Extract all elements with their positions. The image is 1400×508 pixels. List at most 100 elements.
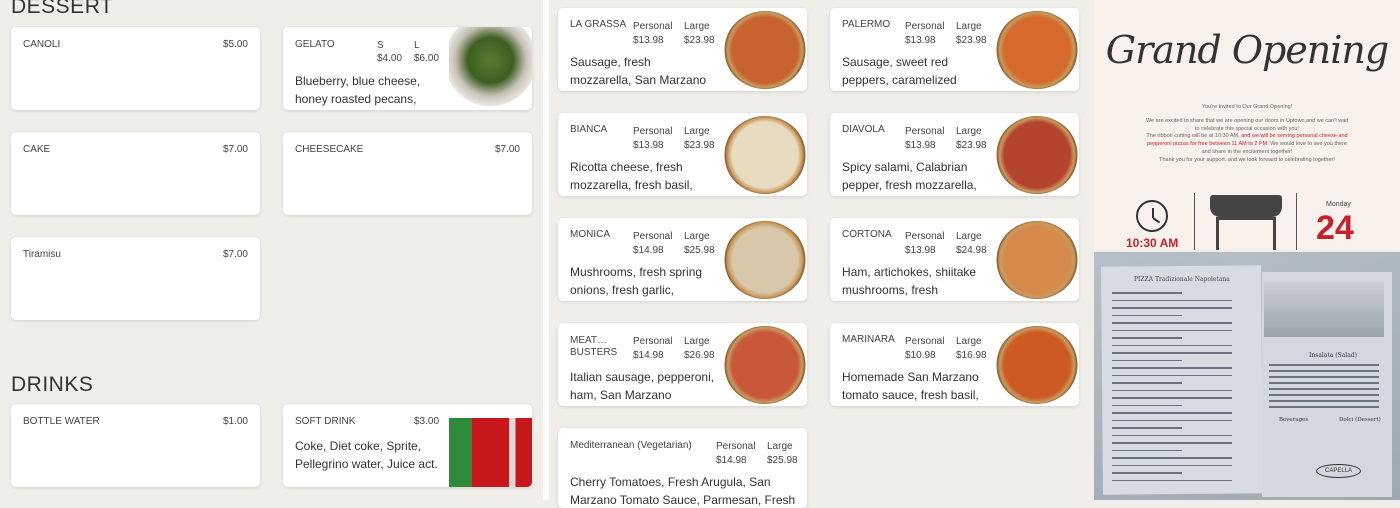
- pizza-description: Cherry Tomatoes, Fresh Arugula, San Marz…: [570, 475, 796, 507]
- pizza-name: MONICA: [570, 229, 610, 240]
- poster-body: Thank you for your support, and we look …: [1159, 156, 1335, 163]
- price-large: $23.98: [684, 35, 715, 46]
- price-large: $26.98: [684, 350, 715, 361]
- item-name: Tiramisu: [23, 249, 61, 260]
- pizza-card-mediterranean[interactable]: Mediterranean (Vegetarian) Personal Large $…: [558, 428, 807, 508]
- pizza-image: [724, 326, 806, 404]
- item-name: CHEESECAKE: [295, 144, 364, 155]
- menu-text-line: [1112, 464, 1232, 466]
- size-label-large: Large: [956, 21, 982, 32]
- pizza-name: Mediterranean (Vegetarian): [570, 440, 692, 451]
- pizza-card[interactable]: MARINARA Personal Large $10.98 $16.98 Homemad…: [830, 323, 1079, 406]
- poster-body: We would love to see you there and share…: [1201, 141, 1347, 155]
- price-personal: $14.98: [633, 245, 664, 256]
- menu-text-line: [1112, 329, 1232, 331]
- pizza-description: Spicy salami, Calabrian pepper, fresh mo…: [842, 160, 977, 192]
- menu-text-line: [1112, 404, 1182, 406]
- price-large: $16.98: [956, 350, 987, 361]
- menu-text-line: [1269, 388, 1379, 390]
- menu-photo-section: Dolci (Dessert): [1339, 417, 1381, 423]
- pizza-card[interactable]: BIANCA Personal Large $13.98 $23.98 Ricotta c…: [558, 113, 807, 196]
- pizza-image: [996, 326, 1078, 404]
- menu-text-line: [1112, 337, 1182, 339]
- sketch-illustration: [1264, 282, 1384, 337]
- pizza-image: [724, 221, 806, 299]
- pizza-image: [996, 11, 1078, 89]
- item-description: Blueberry, blue cheese, honey roasted pe…: [295, 74, 421, 106]
- pizza-image: [724, 116, 806, 194]
- size-label-personal: Personal: [716, 441, 756, 452]
- item-name: SOFT DRINK: [295, 416, 356, 427]
- menu-photo-section: Insalata (Salad): [1309, 352, 1357, 359]
- soda-cans-image: [449, 418, 532, 487]
- item-price: $1.00: [222, 416, 248, 427]
- menu-text-line: [1112, 367, 1232, 369]
- price-personal: $13.98: [633, 140, 664, 151]
- column-divider: [543, 0, 549, 500]
- size-label-large: Large: [767, 441, 793, 452]
- menu-item-card[interactable]: CANOLI $5.00: [11, 27, 260, 110]
- menu-text-line: [1112, 419, 1232, 421]
- pizza-name: MEAT… BUSTERS: [570, 335, 618, 358]
- item-name: BOTTLE WATER: [23, 416, 100, 427]
- poster-date: 24: [1316, 209, 1354, 247]
- size-label-large: Large: [684, 126, 710, 137]
- price-personal: $13.98: [633, 35, 664, 46]
- storefront-icon: [1210, 195, 1282, 250]
- pizza-description: Sausage, fresh mozzarella, San Marzano s…: [570, 55, 707, 87]
- menu-item-card[interactable]: SOFT DRINK $3.00 Coke, Diet coke, Sprite, …: [283, 404, 532, 487]
- menu-item-card[interactable]: CHEESECAKE $7.00: [283, 132, 532, 215]
- poster-time: 10:30 AM: [1126, 236, 1179, 250]
- menu-text-line: [1112, 472, 1182, 474]
- size-label-large: Large: [956, 126, 982, 137]
- price-personal: $14.98: [633, 350, 664, 361]
- price-personal: $13.98: [905, 140, 936, 151]
- grand-opening-poster[interactable]: Grand Opening You're Invited to Our Gran…: [1094, 0, 1400, 250]
- size-label-large: Large: [956, 231, 982, 242]
- price-personal: $13.98: [905, 35, 936, 46]
- size-label-large: Large: [956, 336, 982, 347]
- item-description: Coke, Diet coke, Sprite, Pellegrino wate…: [295, 439, 438, 471]
- size-label: L: [414, 40, 420, 51]
- menu-photo-title: PIZZA Tradizionale Napoletana: [1134, 276, 1230, 283]
- pizza-card[interactable]: LA GRASSA Personal Large $13.98 $23.98 Sausag…: [558, 8, 807, 91]
- menu-item-card[interactable]: CAKE $7.00: [11, 132, 260, 215]
- pizza-card[interactable]: MONICA Personal Large $14.98 $25.98 Mushrooms…: [558, 218, 807, 301]
- pizza-description: Italian sausage, pepperoni, ham, San Mar…: [570, 370, 715, 402]
- menu-text-line: [1112, 434, 1232, 436]
- poster-highlight: and we will be serving personal cheese a…: [1147, 133, 1348, 148]
- menu-item-card[interactable]: Tiramisu $7.00: [11, 237, 260, 320]
- size-label-large: Large: [684, 21, 710, 32]
- pizza-name: LA GRASSA: [570, 19, 627, 30]
- pizza-image: [996, 221, 1078, 299]
- menu-text-line: [1269, 400, 1379, 402]
- menu-text-line: [1112, 299, 1232, 301]
- item-price: $7.00: [494, 144, 520, 155]
- menu-text-line: [1269, 406, 1379, 408]
- pizza-card[interactable]: CORTONA Personal Large $13.98 $24.98 Ham, art…: [830, 218, 1079, 301]
- poster-title: Grand Opening: [1105, 28, 1389, 72]
- menu-item-card[interactable]: BOTTLE WATER $1.00: [11, 404, 260, 487]
- item-name: CANOLI: [23, 39, 61, 50]
- price-personal: $10.98: [905, 350, 936, 361]
- pizza-card[interactable]: MEAT… BUSTERS Personal Large $14.98 $26.98 It…: [558, 323, 807, 406]
- item-price: $5.00: [222, 39, 248, 50]
- pizza-description: Ricotta cheese, fresh mozzarella, fresh …: [570, 160, 693, 192]
- menu-text-line: [1269, 364, 1379, 366]
- printed-menu-photo[interactable]: PIZZA Tradizionale Napoletana Insalata (…: [1094, 252, 1400, 500]
- menu-text-line: [1269, 394, 1379, 396]
- pizza-description: Sausage, sweet red peppers, caramelized …: [842, 55, 957, 87]
- menu-text-line: [1112, 412, 1232, 414]
- menu-text-line: [1112, 344, 1232, 346]
- price-large: $23.98: [684, 140, 715, 151]
- line: [1296, 193, 1297, 250]
- dessert-heading: DESSERT: [11, 0, 114, 18]
- pizza-card[interactable]: PALERMO Personal Large $13.98 $23.98 Sausage,…: [830, 8, 1079, 91]
- pizza-card[interactable]: DIAVOLA Personal Large $13.98 $23.98 Spicy sa…: [830, 113, 1079, 196]
- menu-text-line: [1112, 382, 1182, 384]
- menu-text-line: [1112, 449, 1182, 451]
- pizza-image: [724, 11, 806, 89]
- menu-item-card[interactable]: GELATO S L $4.00 $6.00 Blueberry, blue cheese…: [283, 27, 532, 110]
- item-name: CAKE: [23, 144, 51, 155]
- pizza-name: PALERMO: [842, 19, 891, 30]
